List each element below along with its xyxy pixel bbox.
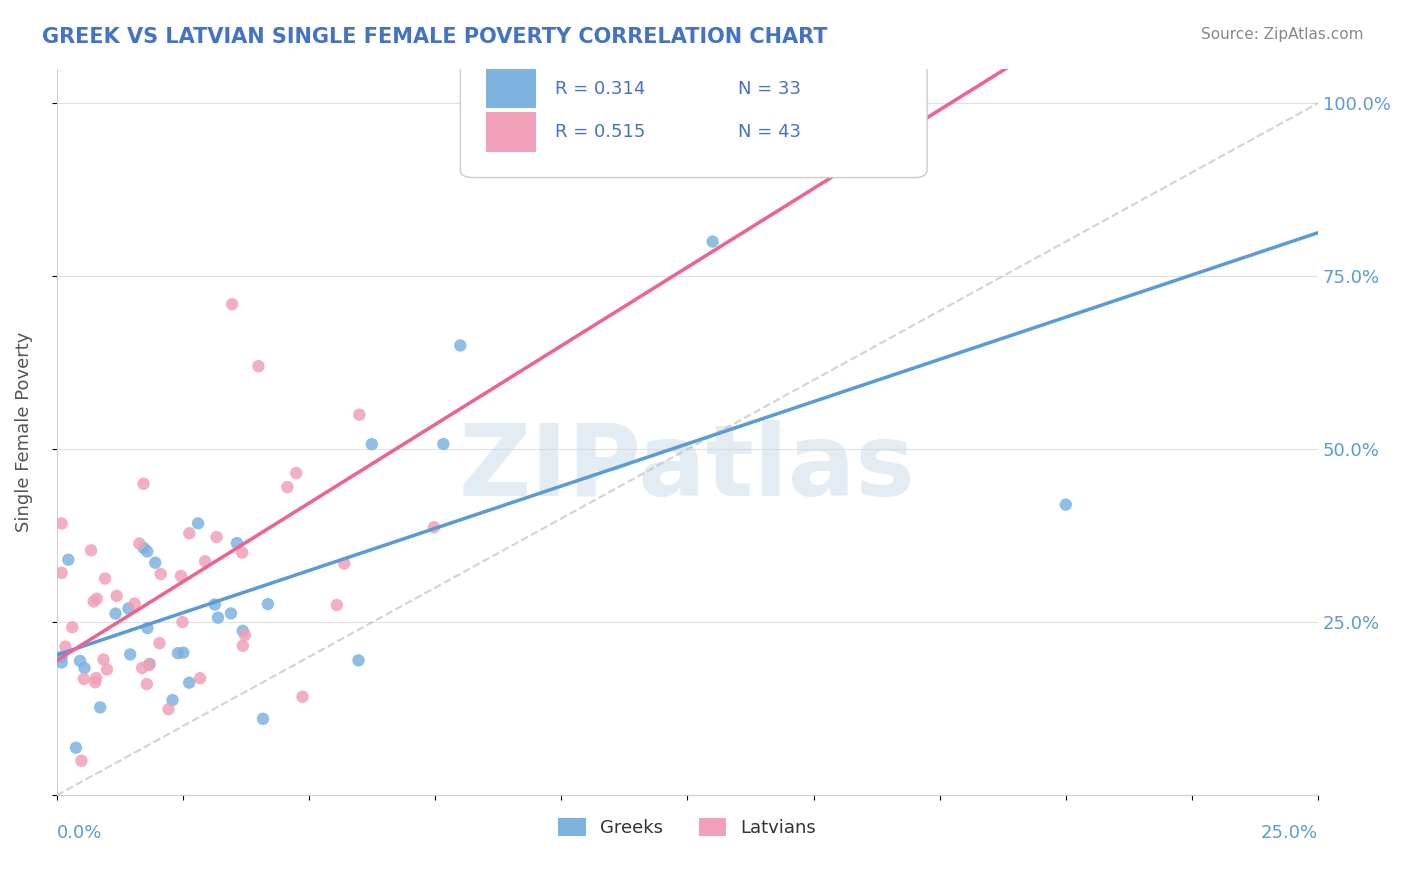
Text: GREEK VS LATVIAN SINGLE FEMALE POVERTY CORRELATION CHART: GREEK VS LATVIAN SINGLE FEMALE POVERTY C… [42,27,828,46]
Point [96,663,118,677]
Point [148,636,170,650]
Point [94,572,117,586]
Point [219,607,242,621]
Point [55,640,77,654]
Text: R = 0.314: R = 0.314 [555,80,645,98]
Point [1054,498,1077,512]
Point [233,628,256,642]
Point [131,661,153,675]
Point [70,754,93,768]
Point [162,693,184,707]
Point [124,597,146,611]
Point [349,408,371,422]
Point [285,466,308,480]
Point [188,671,211,685]
Bar [485,69,536,109]
Point [187,516,209,531]
Point [83,594,105,608]
Y-axis label: Single Female Poverty: Single Female Poverty [15,332,32,533]
Point [51,649,73,664]
Point [80,543,103,558]
Text: N = 43: N = 43 [738,123,801,142]
Text: N = 33: N = 33 [738,80,801,98]
Legend: Greeks, Latvians: Greeks, Latvians [551,811,824,845]
Point [432,437,454,451]
Point [89,700,111,714]
Point [179,526,201,541]
Point [132,541,155,555]
Text: 0.0%: 0.0% [56,824,103,842]
Point [84,671,107,685]
Point [65,740,87,755]
Point [276,480,298,494]
Point [128,536,150,550]
Point [702,235,724,249]
Point [51,566,73,580]
Point [93,652,115,666]
Point [167,646,190,660]
Point [257,597,280,611]
Point [51,516,73,531]
Point [179,675,201,690]
Point [333,557,356,571]
Text: Source: ZipAtlas.com: Source: ZipAtlas.com [1201,27,1364,42]
Point [138,657,160,672]
Point [149,567,172,582]
Point [117,601,139,615]
Point [194,554,217,568]
Text: ZIPatlas: ZIPatlas [458,420,915,516]
Point [138,657,160,671]
Point [132,476,155,491]
Point [73,661,96,675]
Point [84,675,107,690]
FancyBboxPatch shape [460,58,927,178]
Point [104,607,127,621]
Point [247,359,270,374]
Point [73,672,96,686]
Point [120,648,142,662]
Point [105,589,128,603]
Point [204,598,226,612]
Point [205,530,228,544]
Point [347,653,370,667]
Point [226,536,249,550]
Point [143,556,166,570]
Point [58,552,80,566]
Point [221,297,243,311]
Point [172,646,194,660]
Point [157,702,180,716]
Point [550,152,572,166]
Point [231,545,253,559]
Point [207,610,229,624]
Text: R = 0.515: R = 0.515 [555,123,645,142]
Point [136,544,159,558]
Point [172,615,194,629]
Point [232,639,254,653]
Point [232,624,254,638]
Point [449,338,471,352]
Point [86,591,108,606]
Point [170,569,193,583]
Point [69,654,91,668]
Point [252,712,274,726]
Point [51,656,73,670]
Point [360,437,382,451]
Point [423,520,446,534]
Point [326,598,349,612]
Point [135,677,157,691]
Point [60,620,83,634]
Bar [485,112,536,153]
Point [291,690,314,704]
Point [136,621,159,635]
Text: 25.0%: 25.0% [1261,824,1319,842]
